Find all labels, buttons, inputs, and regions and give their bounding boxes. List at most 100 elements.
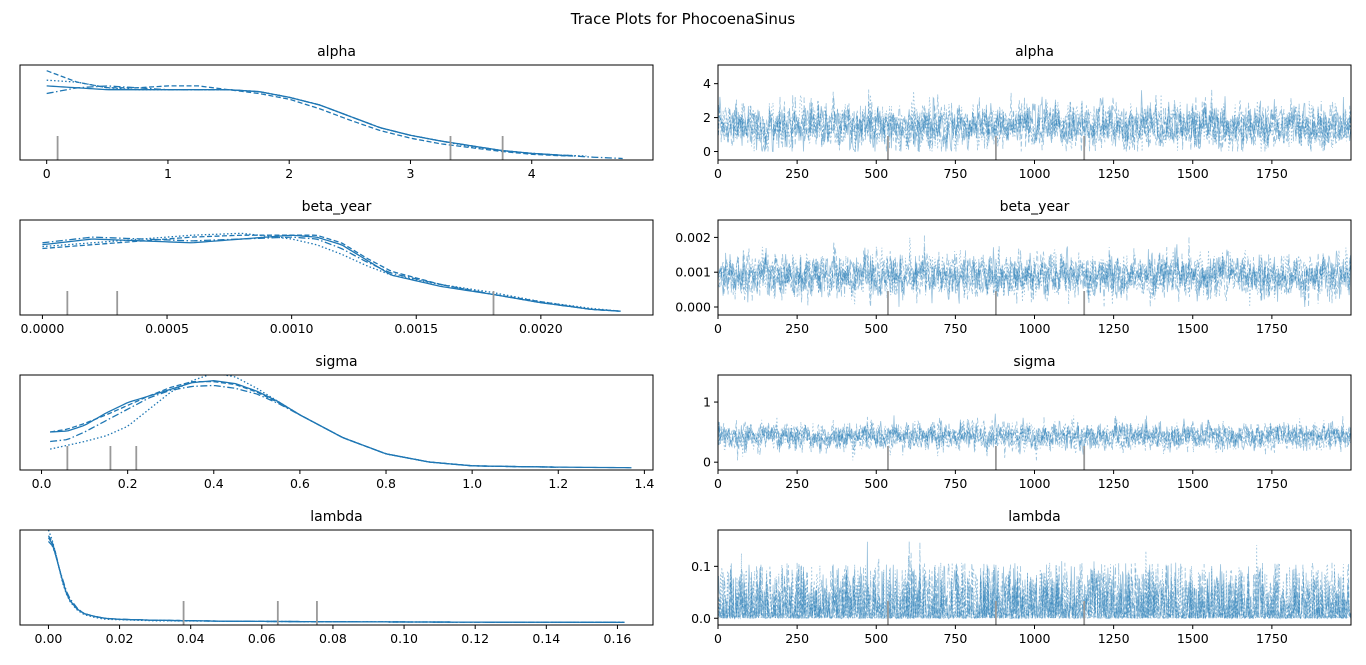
x-tick-label: 1250 bbox=[1098, 476, 1130, 491]
y-tick-label: 0.000 bbox=[675, 299, 711, 314]
x-tick-label: 250 bbox=[785, 476, 809, 491]
x-tick-label: 0.0015 bbox=[394, 321, 438, 336]
y-tick-label: 0.001 bbox=[675, 265, 711, 280]
x-tick-label: 750 bbox=[943, 631, 967, 646]
x-tick-label: 250 bbox=[785, 321, 809, 336]
density-line-chain-1 bbox=[46, 70, 575, 157]
x-tick-label: 500 bbox=[864, 166, 888, 181]
panel-trace-lambda: lambda 0 250 500 750 1000 1250 1500 1750 0.0 0.1 bbox=[691, 509, 1352, 646]
y-tick-label: 0.1 bbox=[691, 559, 711, 574]
trace-line-chain-3 bbox=[718, 415, 1351, 461]
plot-area bbox=[718, 413, 1351, 470]
x-tick-label: 1750 bbox=[1256, 476, 1288, 491]
x-tick-label: 0.0005 bbox=[145, 321, 189, 336]
x-tick-label: 500 bbox=[864, 321, 888, 336]
panel-trace-beta-year: beta_year 0 250 500 750 1000 1250 1500 1750 0.000… bbox=[675, 199, 1352, 336]
x-tick-label: 250 bbox=[785, 631, 809, 646]
x-tick-label: 0.16 bbox=[604, 631, 632, 646]
trace-line-chain-2 bbox=[718, 237, 1351, 308]
trace-line-chain-0 bbox=[718, 541, 1351, 620]
trace-line-chain-1 bbox=[718, 89, 1351, 152]
y-tick-label: 0 bbox=[703, 144, 711, 159]
trace-line-chain-2 bbox=[718, 415, 1351, 461]
trace-line-chain-3 bbox=[718, 89, 1351, 152]
trace-line-chain-1 bbox=[718, 415, 1351, 461]
x-tick-label: 2 bbox=[285, 166, 293, 181]
y-tick-label: 2 bbox=[703, 110, 711, 125]
trace-line-chain-1 bbox=[718, 248, 1351, 308]
x-tick-label: 0 bbox=[714, 476, 722, 491]
x-tick-label: 0.8 bbox=[376, 476, 396, 491]
trace-line-chain-3 bbox=[718, 235, 1351, 307]
x-tick-label: 1000 bbox=[1019, 476, 1051, 491]
x-tick-label: 750 bbox=[943, 166, 967, 181]
x-tick-label: 1000 bbox=[1019, 321, 1051, 336]
plot-area bbox=[46, 70, 623, 160]
x-tick-label: 1750 bbox=[1256, 631, 1288, 646]
density-line-chain-3 bbox=[42, 236, 621, 312]
trace-line-chain-0 bbox=[718, 90, 1351, 153]
panel-title: lambda bbox=[310, 509, 362, 525]
x-tick-label: 1500 bbox=[1177, 321, 1209, 336]
x-tick-label: 0 bbox=[43, 166, 51, 181]
y-tick-label: 0 bbox=[703, 455, 711, 470]
x-tick-label: 1250 bbox=[1098, 166, 1130, 181]
x-tick-label: 1250 bbox=[1098, 631, 1130, 646]
x-tick-label: 1750 bbox=[1256, 321, 1288, 336]
panel-density-lambda: lambda 0.00 0.02 0.04 0.06 0.08 0.10 0.12 0.14 0.… bbox=[19, 509, 654, 646]
x-tick-label: 0.0020 bbox=[519, 321, 563, 336]
x-tick-label: 0.06 bbox=[248, 631, 276, 646]
density-line-chain-3 bbox=[47, 540, 625, 623]
x-tick-label: 0.04 bbox=[177, 631, 205, 646]
y-tick-label: 0.0 bbox=[691, 611, 711, 626]
axes-frame bbox=[19, 64, 654, 161]
x-tick-label: 500 bbox=[864, 476, 888, 491]
panel-title: beta_year bbox=[302, 199, 372, 215]
panel-title: sigma bbox=[1013, 354, 1055, 370]
panel-trace-alpha: alpha 0 250 500 750 1000 1250 1500 1750 0 2 4 bbox=[703, 44, 1352, 181]
plot-area bbox=[42, 232, 621, 315]
panel-title: beta_year bbox=[1000, 199, 1070, 215]
trace-line-chain-3 bbox=[718, 540, 1351, 620]
plot-area bbox=[47, 530, 625, 625]
x-tick-label: 1000 bbox=[1019, 631, 1051, 646]
x-tick-label: 1500 bbox=[1177, 476, 1209, 491]
x-tick-label: 750 bbox=[943, 321, 967, 336]
panel-title: lambda bbox=[1008, 509, 1060, 525]
x-tick-label: 0.0010 bbox=[270, 321, 314, 336]
trace-line-chain-1 bbox=[718, 558, 1351, 620]
trace-line-chain-0 bbox=[718, 413, 1351, 455]
axes-frame bbox=[19, 529, 654, 626]
density-line-chain-3 bbox=[46, 85, 623, 160]
x-tick-label: 3 bbox=[406, 166, 414, 181]
x-tick-label: 0 bbox=[714, 321, 722, 336]
plot-area bbox=[718, 540, 1351, 625]
x-tick-label: 1000 bbox=[1019, 166, 1051, 181]
trace-line-chain-0 bbox=[718, 244, 1351, 308]
axes-frame bbox=[19, 219, 654, 316]
x-tick-label: 0.02 bbox=[106, 631, 134, 646]
x-tick-label: 750 bbox=[943, 476, 967, 491]
axes-frame bbox=[19, 374, 654, 471]
x-tick-label: 0.12 bbox=[461, 631, 489, 646]
x-tick-label: 0.6 bbox=[290, 476, 310, 491]
panel-title: alpha bbox=[317, 44, 356, 60]
x-tick-label: 1.0 bbox=[462, 476, 482, 491]
x-tick-label: 0.14 bbox=[532, 631, 560, 646]
y-tick-label: 4 bbox=[703, 76, 711, 91]
x-tick-label: 1750 bbox=[1256, 166, 1288, 181]
x-tick-label: 0 bbox=[714, 631, 722, 646]
x-tick-label: 1.2 bbox=[548, 476, 568, 491]
x-tick-label: 0.08 bbox=[319, 631, 347, 646]
x-tick-label: 1500 bbox=[1177, 631, 1209, 646]
panel-trace-sigma: sigma 0 250 500 750 1000 1250 1500 1750 0 1 bbox=[703, 354, 1352, 491]
x-tick-label: 0.0000 bbox=[21, 321, 65, 336]
plot-area bbox=[718, 235, 1351, 315]
x-tick-label: 4 bbox=[528, 166, 536, 181]
panel-title: alpha bbox=[1015, 44, 1054, 60]
plot-area bbox=[718, 89, 1351, 160]
density-line-chain-3 bbox=[50, 384, 559, 468]
x-tick-label: 1500 bbox=[1177, 166, 1209, 181]
x-tick-label: 0.4 bbox=[204, 476, 224, 491]
